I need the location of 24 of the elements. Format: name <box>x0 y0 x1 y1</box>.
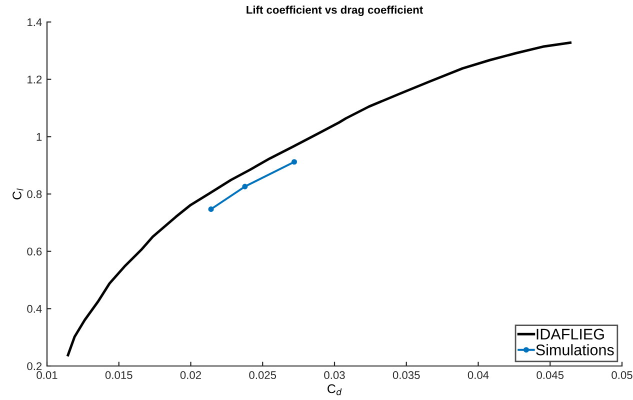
x-tick-label: 0.045 <box>536 371 564 380</box>
chart-title: Lift coefficient vs drag coefficient <box>246 6 423 16</box>
x-axis-title: C$_{d}$ <box>328 384 342 396</box>
x-tick-label: 0.03 <box>324 371 345 380</box>
point <box>208 206 214 212</box>
y-axis-title: C$_{l}$ <box>12 188 24 200</box>
y-tick-label: 0.2 <box>27 362 42 370</box>
x-tick-label: 0.04 <box>468 371 489 380</box>
legend-label: IDAFLIEG <box>536 328 604 340</box>
legend-label: Simulations <box>536 344 614 356</box>
y-tick-label: 0.6 <box>27 248 42 256</box>
y-tick-label: 0.4 <box>27 304 42 313</box>
y-tick-label: 1.4 <box>28 18 42 26</box>
x-tick-label: 0.05 <box>612 371 632 380</box>
y-tick-label: 1 <box>36 133 42 141</box>
y-tick-label: 0.8 <box>27 190 42 198</box>
point <box>291 159 298 165</box>
x-tick-label: 0.015 <box>105 371 132 380</box>
x-tick-label: 0.02 <box>180 371 202 380</box>
x-tick-label: 0.025 <box>249 371 276 380</box>
x-tick-label: 0.035 <box>392 371 420 380</box>
x-tick-label: 0.01 <box>36 371 58 380</box>
y-tick-label: 1.2 <box>28 76 42 84</box>
point <box>242 184 248 190</box>
